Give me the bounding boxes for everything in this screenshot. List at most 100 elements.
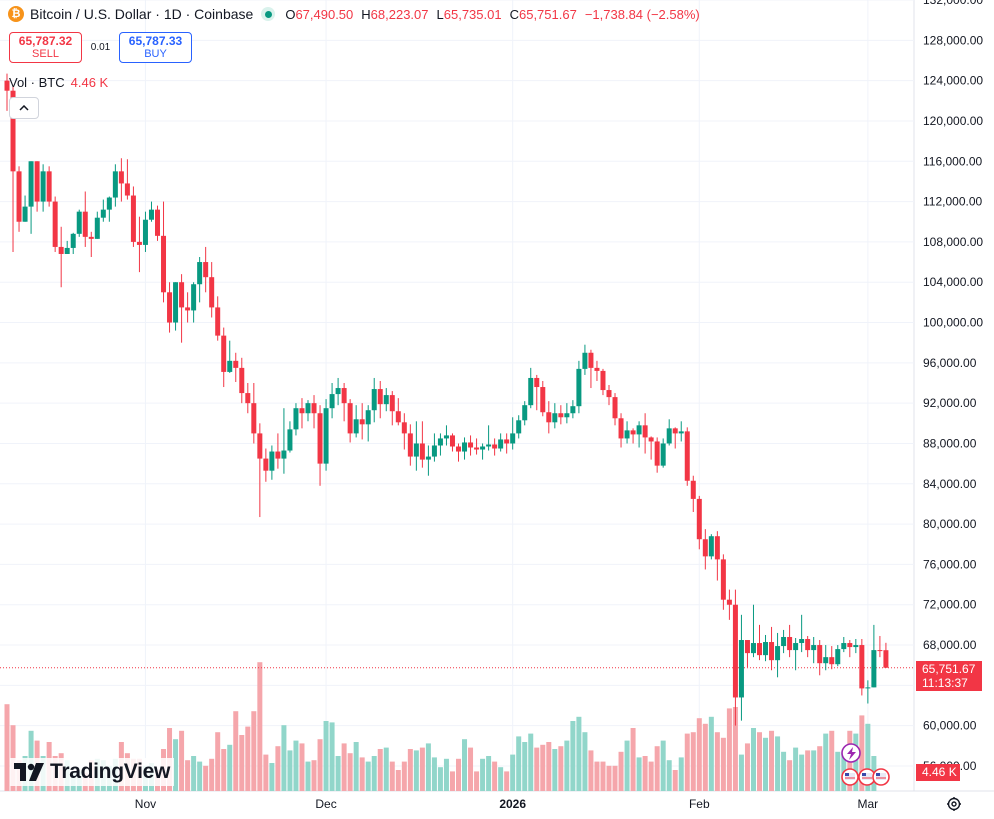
candle [347, 399, 353, 443]
candle [708, 534, 714, 560]
candle-body [209, 277, 215, 308]
volume-bar [726, 708, 732, 791]
candle [720, 554, 726, 610]
candle-body [317, 413, 323, 464]
volume-bar [558, 746, 564, 791]
event-markers[interactable] [841, 743, 890, 786]
price-tick-label: 100,000.00 [923, 316, 983, 330]
volume-bar [805, 750, 811, 791]
volume-bar [522, 742, 528, 791]
volume-bar [227, 744, 233, 791]
us-flag-icon[interactable] [872, 768, 890, 786]
candle [732, 589, 738, 726]
volume-bar [708, 716, 714, 791]
candle-body [474, 447, 480, 450]
volume-bar [829, 730, 835, 791]
volume-bar [823, 733, 829, 791]
volume-bar [738, 754, 744, 791]
candle-body [287, 429, 293, 451]
candle [690, 475, 696, 513]
candle [395, 398, 401, 426]
candle [817, 640, 823, 676]
candle [287, 421, 293, 453]
candle-body [636, 425, 642, 435]
chart-settings-button[interactable] [946, 796, 962, 816]
volume-bar [817, 746, 823, 791]
candle [636, 421, 642, 448]
volume-bar [395, 770, 401, 791]
candle-body [750, 643, 756, 654]
volume-bar [696, 718, 702, 791]
bar-countdown: 11:13:37 [922, 676, 968, 690]
candle [16, 166, 22, 232]
candle [570, 400, 576, 419]
candle [516, 415, 522, 439]
candle [425, 445, 431, 476]
collapse-legend-button[interactable] [9, 97, 39, 119]
current-price-value: 65,751.67 [922, 662, 976, 676]
candle-body [630, 430, 636, 435]
us-flag-icon[interactable] [841, 768, 859, 786]
candle-body [660, 443, 666, 466]
candle [185, 292, 191, 323]
candle [251, 383, 257, 444]
candle [22, 195, 28, 222]
candle [738, 614, 744, 721]
spread-value: 0.01 [90, 42, 111, 53]
candle [118, 158, 124, 202]
volume-bar [407, 749, 413, 791]
candle-body [702, 539, 708, 557]
buy-price: 65,787.33 [128, 34, 183, 48]
market-open-indicator[interactable] [261, 7, 276, 21]
time-tick-label: Feb [689, 797, 710, 811]
candle [209, 262, 215, 318]
volume-bar [684, 733, 690, 791]
candle-body [793, 643, 799, 651]
volume-bar [335, 756, 341, 791]
candle-body [245, 393, 251, 404]
symbol-title[interactable]: Bitcoin / U.S. Dollar · 1D · Coinbase [30, 6, 254, 22]
price-tick-label: 68,000.00 [923, 638, 977, 652]
volume-bar [311, 760, 317, 791]
candle [136, 216, 142, 273]
bitcoin-icon[interactable]: ₿ [8, 6, 24, 22]
time-axis[interactable]: Nov Dec 2026 Feb Mar [135, 797, 878, 811]
candle-body [353, 419, 359, 434]
volume-bar [443, 758, 449, 791]
candle [173, 282, 179, 331]
tradingview-logo[interactable]: TradingView [10, 758, 175, 786]
sell-button[interactable]: 65,787.32 SELL [9, 32, 82, 63]
volume-bar [468, 747, 474, 791]
candle-body [859, 645, 865, 689]
candle [660, 438, 666, 468]
candle [293, 403, 299, 436]
candle [763, 634, 769, 662]
candle [510, 417, 516, 450]
candle-body [829, 657, 835, 665]
volume-bar [570, 721, 576, 791]
candle-body [528, 377, 534, 406]
volume-bar [757, 732, 762, 791]
candle-body [769, 642, 775, 661]
volume-bar [353, 742, 359, 791]
candle-body [16, 171, 22, 222]
candle-body [329, 394, 335, 409]
volume-bar [287, 750, 293, 791]
candle [492, 438, 498, 456]
volume-legend[interactable]: Vol · BTC 4.46 K [9, 75, 108, 90]
candle [612, 393, 618, 426]
candle-body [341, 388, 347, 404]
volume-bar [811, 750, 817, 791]
price-tick-label: 132,000.00 [923, 0, 983, 7]
candle [678, 421, 684, 442]
volume-bar [606, 765, 612, 791]
candle-body [449, 435, 455, 447]
candle [606, 385, 612, 406]
candle-body [100, 209, 106, 218]
candle-body [70, 233, 76, 248]
buy-button[interactable]: 65,787.33 BUY [119, 32, 192, 63]
candle-body [413, 443, 419, 457]
price-axis[interactable]: 132,000.00 128,000.00 124,000.00 120,000.00… [923, 0, 983, 773]
gear-icon [947, 797, 961, 811]
